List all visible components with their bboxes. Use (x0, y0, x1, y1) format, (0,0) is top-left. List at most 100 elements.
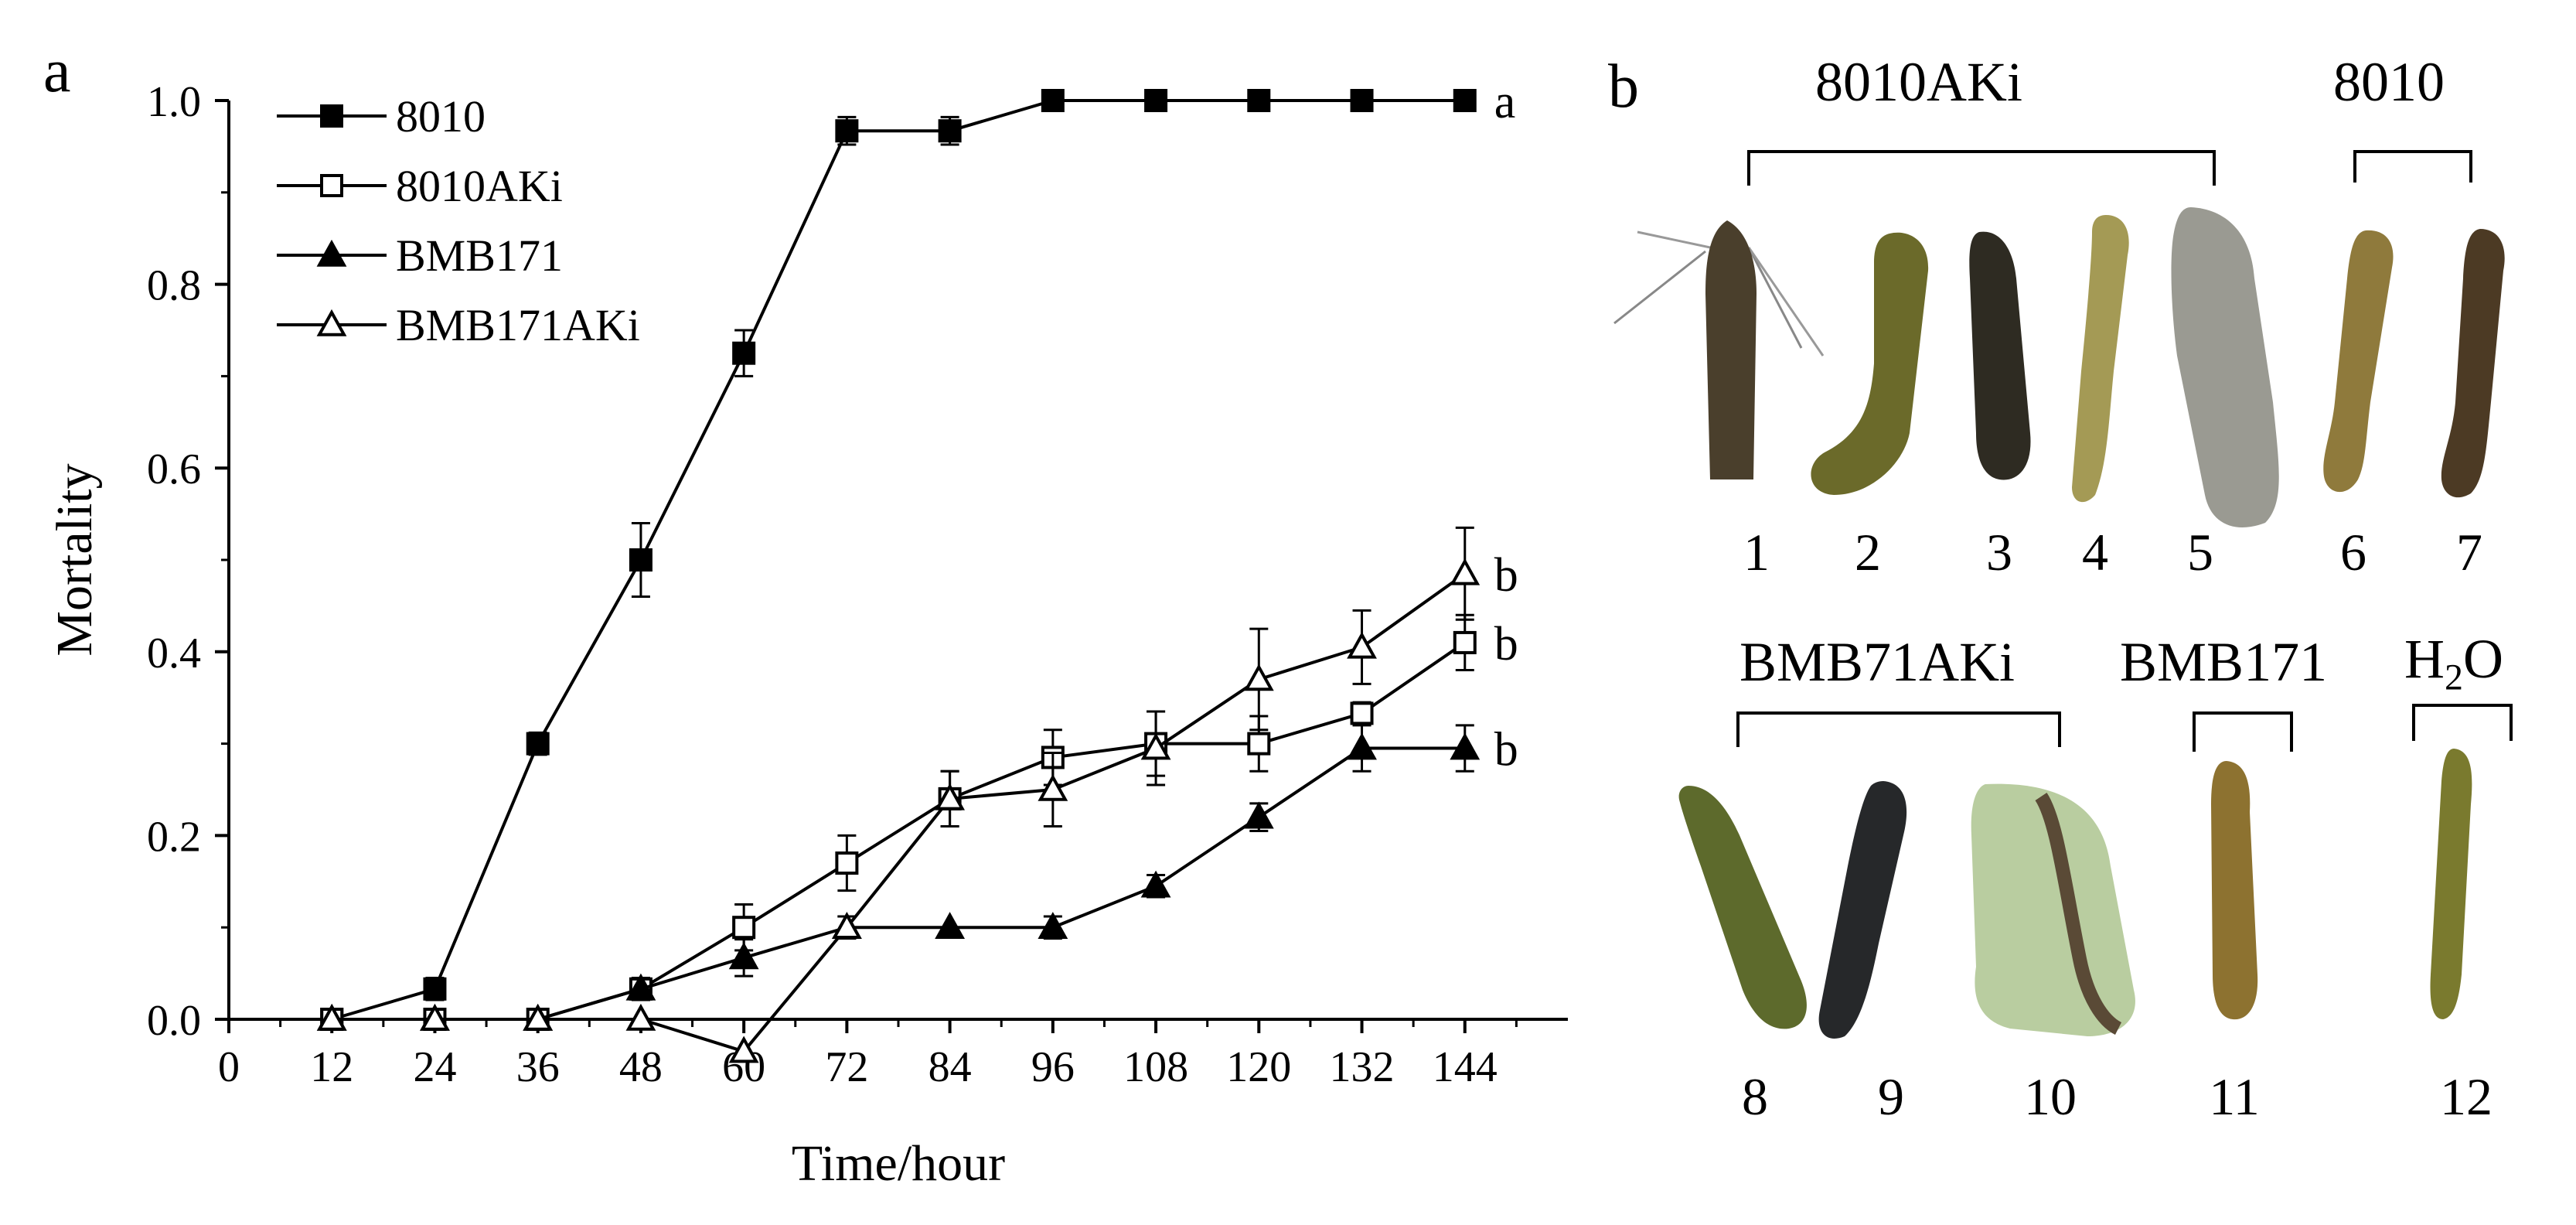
specimen-number: 7 (2456, 523, 2482, 582)
x-tick-label: 12 (310, 1043, 353, 1091)
group-label-BMB71AKi: BMB71AKi (1739, 631, 2015, 693)
legend-label-BMB171: BMB171 (396, 230, 563, 281)
data-point-8010 (423, 977, 447, 1001)
data-point-BMB171AKi (316, 1003, 347, 1031)
data-point-BMB171 (728, 942, 759, 970)
data-point-BMB171 (1450, 732, 1481, 760)
bracket-BMB71AKi (1736, 711, 2061, 747)
data-point-BMB171AKi (1140, 732, 1171, 760)
data-point-8010AKi (1247, 732, 1271, 756)
x-tick-label: 48 (619, 1043, 663, 1091)
specimen-6 (2323, 230, 2394, 493)
panel-a-label: a (43, 37, 71, 105)
data-point-BMB171AKi (1038, 773, 1068, 801)
x-tick-label: 0 (218, 1043, 240, 1091)
data-point-8010 (938, 119, 962, 143)
specimen-4 (2072, 215, 2129, 503)
significance-label-8010AKi: b (1494, 618, 1518, 671)
data-point-BMB171AKi (1347, 631, 1377, 659)
data-point-BMB171AKi (935, 783, 966, 810)
specimen-number: 10 (2024, 1067, 2077, 1126)
data-point-BMB171AKi (523, 1003, 554, 1031)
data-point-8010 (1041, 89, 1065, 112)
legend-label-8010: 8010 (396, 91, 486, 142)
specimen-11 (2211, 761, 2258, 1020)
specimen-1 (1613, 220, 1825, 479)
x-tick-label: 72 (825, 1043, 868, 1091)
specimen-5 (2171, 207, 2279, 527)
data-point-8010AKi (1453, 630, 1477, 654)
data-point-8010AKi (1350, 701, 1374, 725)
specimen-number: 8 (1742, 1067, 1768, 1126)
y-tick-label: 0.8 (147, 262, 201, 310)
data-point-8010 (526, 732, 550, 756)
bracket-8010 (2353, 150, 2472, 183)
bracket-H2O (2412, 704, 2513, 741)
legend-marker-8010 (320, 104, 343, 128)
moth-body (1705, 220, 1757, 479)
x-tick-label: 96 (1031, 1043, 1075, 1091)
x-tick-label: 108 (1123, 1043, 1188, 1091)
mortality-chart: 0 12 24 36 48 60 72 84 96 108 120 132 1440.00.20.40.… (46, 76, 1568, 1192)
specimen-number: 4 (2082, 523, 2108, 582)
specimen-number: 9 (1878, 1067, 1904, 1126)
specimen-9 (1818, 781, 1907, 1039)
significance-label-8010: a (1494, 76, 1516, 128)
specimen-number: 5 (2187, 523, 2213, 582)
data-point-8010 (732, 341, 756, 365)
specimen-7 (2441, 229, 2505, 498)
data-point-8010 (1453, 89, 1477, 112)
significance-label-BMB171: b (1494, 724, 1518, 776)
specimen-number: 11 (2209, 1067, 2260, 1126)
y-tick-label: 0.4 (147, 630, 201, 677)
data-point-BMB171AKi (420, 1003, 450, 1031)
bracket-BMB171 (2193, 711, 2293, 752)
specimen-12 (2430, 749, 2472, 1019)
x-tick-label: 36 (516, 1043, 560, 1091)
data-point-8010 (1144, 89, 1168, 112)
legend-marker-BMB171 (316, 239, 347, 267)
data-point-BMB171AKi (625, 1003, 656, 1031)
specimen-8 (1678, 786, 1807, 1029)
data-point-BMB171AKi (1450, 558, 1481, 585)
specimen-3 (1969, 231, 2031, 480)
specimen-number: 2 (1855, 523, 1881, 582)
x-tick-label: 120 (1226, 1043, 1291, 1091)
x-tick-label: 84 (929, 1043, 972, 1091)
group-label-BMB171: BMB171 (2120, 631, 2328, 693)
plot-area: 0 12 24 36 48 60 72 84 96 108 120 132 1440.00.20.40.… (46, 76, 1568, 1192)
data-point-BMB171AKi (831, 912, 862, 939)
data-point-8010AKi (732, 916, 756, 940)
x-tick-label: 144 (1433, 1043, 1498, 1091)
data-point-BMB171 (1243, 801, 1274, 829)
specimen-number: 12 (2440, 1067, 2493, 1126)
data-point-BMB171AKi (728, 1036, 759, 1063)
data-point-BMB171AKi (1243, 664, 1274, 691)
legend-marker-8010AKi (320, 174, 343, 197)
y-tick-label: 0.6 (147, 445, 201, 493)
x-tick-label: 132 (1330, 1043, 1395, 1091)
y-tick-label: 1.0 (147, 78, 201, 126)
y-axis-label: Mortality (46, 463, 103, 656)
legend-marker-BMB171AKi (316, 309, 347, 336)
data-point-BMB171 (1347, 732, 1377, 760)
x-axis-label: Time/hour (792, 1135, 1005, 1192)
data-point-BMB171 (1038, 912, 1068, 939)
series-line-8010 (331, 99, 1465, 1021)
series-line-BMB171AKi (332, 572, 1466, 1053)
specimen-10 (1971, 783, 2135, 1036)
data-point-8010 (835, 119, 859, 143)
legend-label-BMB171AKi: BMB171AKi (396, 300, 640, 350)
data-point-BMB171 (625, 973, 656, 1001)
specimen-number: 3 (1986, 523, 2012, 582)
data-point-BMB171 (935, 912, 966, 939)
data-point-8010AKi (835, 851, 859, 875)
group-label-8010: 8010 (2333, 51, 2445, 113)
group-label-8010AKi: 8010AKi (1815, 51, 2022, 113)
data-point-8010 (1350, 89, 1374, 112)
data-point-BMB171 (1140, 870, 1171, 898)
specimen-number: 6 (2340, 523, 2366, 582)
data-point-8010 (629, 548, 653, 572)
bracket-8010AKi (1747, 150, 2216, 186)
